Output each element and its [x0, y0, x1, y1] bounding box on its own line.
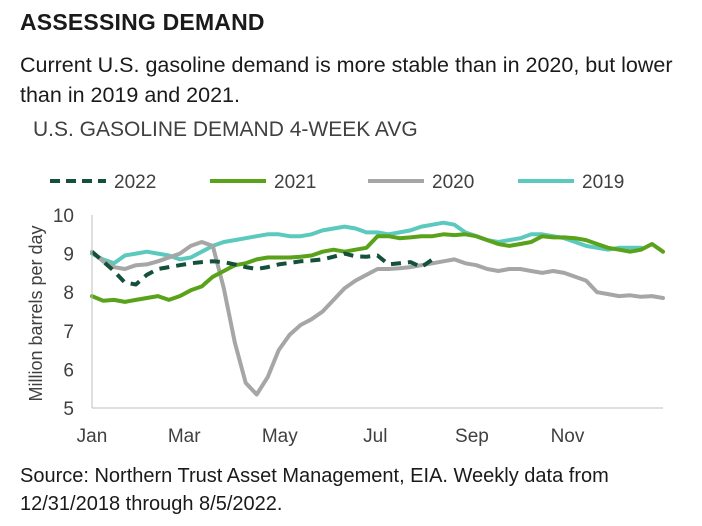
y-tick-label: 8 — [63, 283, 74, 304]
subtitle: Current U.S. gasoline demand is more sta… — [20, 53, 673, 107]
x-tick-label: Jul — [363, 426, 387, 447]
source-note: Source: Northern Trust Asset Management,… — [20, 465, 609, 515]
y-tick-label: 5 — [63, 399, 74, 420]
legend-label-2021: 2021 — [274, 172, 316, 193]
y-tick-label: 7 — [63, 322, 74, 343]
legend-label-2019: 2019 — [582, 172, 624, 193]
chart-legend: 2022 2021 2020 2019 — [50, 172, 624, 193]
gasoline-demand-chart: 2022 2021 2020 2019 5 6 7 8 9 10 Jan Mar May Jul Sep N… — [26, 172, 665, 447]
x-tick-label: Mar — [168, 426, 201, 447]
y-tick-label: 6 — [63, 360, 74, 381]
y-axis-label: Million barrels per day — [26, 225, 46, 401]
y-tick-label: 9 — [63, 245, 74, 266]
chart-title: U.S. GASOLINE DEMAND 4-WEEK AVG — [33, 118, 418, 141]
series-line-2021 — [90, 232, 665, 304]
series-line-2020 — [90, 240, 665, 397]
x-tick-label: Jan — [77, 426, 108, 447]
legend-label-2020: 2020 — [432, 172, 474, 193]
x-tick-label: Sep — [455, 426, 489, 447]
x-tick-label: May — [262, 426, 298, 447]
x-tick-label: Nov — [551, 426, 585, 447]
heading: ASSESSING DEMAND — [20, 9, 265, 35]
legend-label-2022: 2022 — [114, 172, 156, 193]
axes: 5 6 7 8 9 10 Jan Mar May Jul Sep Nov Million barrels… — [26, 206, 663, 447]
series-line-2022 — [90, 250, 434, 287]
plot-area — [90, 220, 665, 397]
y-tick-label: 10 — [53, 206, 74, 227]
